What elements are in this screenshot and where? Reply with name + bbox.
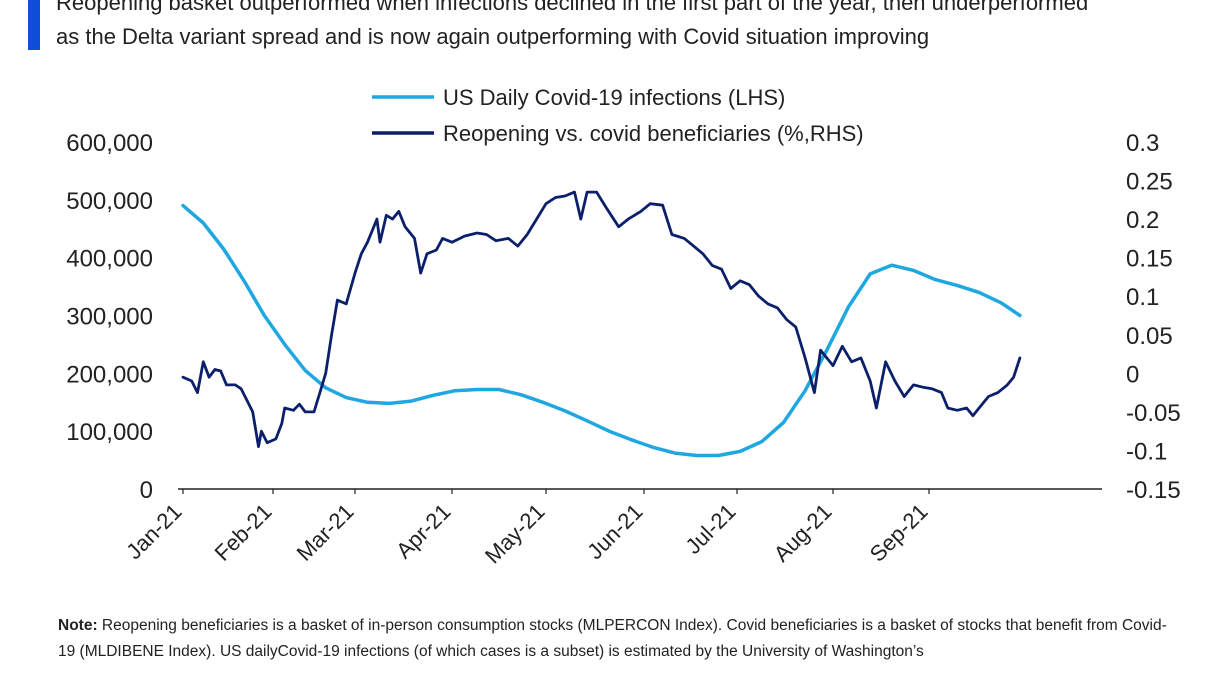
accent-bar xyxy=(28,0,40,50)
left-tick-label: 600,000 xyxy=(66,130,153,157)
left-tick-label: 0 xyxy=(140,477,153,504)
covid-reopening-chart: US Daily Covid-19 infections (LHS) Reope… xyxy=(66,85,1181,569)
right-tick-label: -0.1 xyxy=(1126,438,1167,465)
right-tick-label: -0.05 xyxy=(1126,400,1181,427)
x-tick-label: May-21 xyxy=(480,499,550,569)
left-tick-label: 200,000 xyxy=(66,361,153,388)
chart-title: Reopening basket outperformed when infec… xyxy=(56,0,1216,54)
x-tick-label: Mar-21 xyxy=(292,499,359,566)
right-tick-label: 0 xyxy=(1126,361,1139,388)
x-tick-label: Apr-21 xyxy=(391,499,455,563)
left-tick-label: 300,000 xyxy=(66,304,153,331)
right-tick-label: 0.1 xyxy=(1126,284,1159,311)
right-tick-label: 0.3 xyxy=(1126,130,1159,157)
left-tick-label: 500,000 xyxy=(66,188,153,215)
right-axis-ticks: -0.15 -0.1 -0.05 0 0.05 0.1 0.15 0.2 0.25 0.3 xyxy=(1126,130,1181,504)
right-tick-label: -0.15 xyxy=(1126,477,1181,504)
left-axis-ticks: 0 100,000 200,000 300,000 400,000 500,000 600,… xyxy=(66,130,153,504)
x-tick-label: Jul-21 xyxy=(680,499,740,559)
x-tick-label: Feb-21 xyxy=(210,499,277,566)
note-label: Note: xyxy=(58,617,98,634)
legend-label-reopening: Reopening vs. covid beneficiaries (%,RHS… xyxy=(443,121,864,146)
legend-label-infections: US Daily Covid-19 infections (LHS) xyxy=(443,85,785,110)
left-tick-label: 100,000 xyxy=(66,419,153,446)
series-layer xyxy=(181,190,1022,458)
left-tick-label: 400,000 xyxy=(66,246,153,273)
x-tick-label: Jun-21 xyxy=(582,499,647,564)
title-line-1: Reopening basket outperformed when infec… xyxy=(56,0,1089,15)
right-tick-label: 0.2 xyxy=(1126,207,1159,234)
legend: US Daily Covid-19 infections (LHS) Reope… xyxy=(372,85,864,146)
series-reopening-line xyxy=(181,190,1022,449)
note-text: Reopening beneficiaries is a basket of i… xyxy=(58,617,1167,660)
x-tick-label: Aug-21 xyxy=(769,499,837,567)
right-tick-label: 0.15 xyxy=(1126,246,1173,273)
series-infections-line xyxy=(181,203,1022,458)
title-line-2: as the Delta variant spread and is now a… xyxy=(56,24,930,49)
x-axis-ticks: Jan-21 Feb-21 Mar-21 Apr-21 May-21 Jun-21 Jul-… xyxy=(121,489,933,569)
x-tick-label: Sep-21 xyxy=(865,499,933,567)
right-tick-label: 0.05 xyxy=(1126,323,1173,350)
note: Note: Reopening beneficiaries is a baske… xyxy=(58,613,1168,665)
right-tick-label: 0.25 xyxy=(1126,169,1173,196)
x-tick-label: Jan-21 xyxy=(121,499,186,564)
